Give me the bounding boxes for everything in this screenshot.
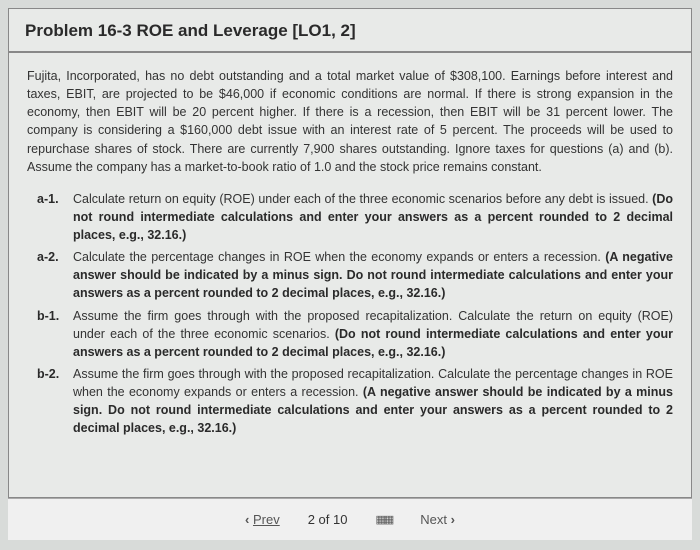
question-b2: b-2. Assume the firm goes through with t…: [37, 365, 673, 438]
page-indicator: 2 of 10: [308, 512, 348, 527]
question-text: Calculate return on equity (ROE) under e…: [73, 190, 673, 244]
prev-label: Prev: [253, 512, 280, 527]
problem-content: Fujita, Incorporated, has no debt outsta…: [9, 53, 691, 451]
problem-page: Problem 16-3 ROE and Leverage [LO1, 2] F…: [8, 8, 692, 498]
question-label: b-1.: [37, 307, 73, 361]
question-a2: a-2. Calculate the percentage changes in…: [37, 248, 673, 302]
chevron-right-icon: ›: [451, 512, 455, 527]
question-body: Calculate the percentage changes in ROE …: [73, 250, 605, 264]
problem-header: Problem 16-3 ROE and Leverage [LO1, 2]: [9, 9, 691, 53]
question-b1: b-1. Assume the firm goes through with t…: [37, 307, 673, 361]
question-body: Calculate return on equity (ROE) under e…: [73, 192, 652, 206]
problem-title: Problem 16-3 ROE and Leverage [LO1, 2]: [25, 21, 675, 41]
question-a1: a-1. Calculate return on equity (ROE) un…: [37, 190, 673, 244]
question-list: a-1. Calculate return on equity (ROE) un…: [27, 190, 673, 438]
chevron-left-icon: ‹: [245, 512, 249, 527]
next-label: Next: [420, 512, 447, 527]
question-label: a-2.: [37, 248, 73, 302]
question-label: b-2.: [37, 365, 73, 438]
question-text: Assume the firm goes through with the pr…: [73, 307, 673, 361]
question-text: Calculate the percentage changes in ROE …: [73, 248, 673, 302]
next-button[interactable]: Next ›: [420, 512, 455, 527]
pagination-footer: ‹ Prev 2 of 10 ▦▦ Next ›: [8, 498, 692, 540]
problem-intro: Fujita, Incorporated, has no debt outsta…: [27, 67, 673, 176]
question-text: Assume the firm goes through with the pr…: [73, 365, 673, 438]
grid-icon[interactable]: ▦▦: [375, 513, 392, 526]
prev-button[interactable]: ‹ Prev: [245, 512, 280, 527]
question-label: a-1.: [37, 190, 73, 244]
